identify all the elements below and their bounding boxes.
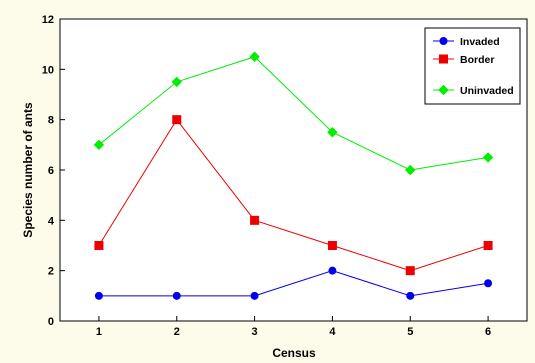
series-border	[94, 115, 493, 276]
data-point-uninvaded	[249, 51, 260, 62]
y-tick-label: 0	[48, 316, 54, 328]
data-point-invaded	[250, 291, 259, 300]
data-point-border	[94, 241, 104, 250]
data-point-uninvaded	[93, 139, 105, 151]
y-tick-label: 2	[48, 266, 54, 278]
y-tick-label: 8	[48, 115, 54, 127]
data-point-uninvaded	[482, 152, 494, 163]
x-tick-label: 3	[252, 326, 258, 338]
legend-label-border: Border	[460, 54, 494, 66]
legend-marker-invaded	[439, 37, 448, 45]
legend: Invaded Border Uninvaded	[424, 27, 521, 105]
x-tick-label: 2	[174, 326, 180, 338]
data-point-invaded	[94, 291, 103, 300]
series-invaded	[94, 266, 493, 300]
x-tick-label: 5	[407, 326, 413, 338]
data-point-invaded	[406, 291, 415, 300]
y-axis: 0 2 4 6 8 10 12	[42, 14, 65, 328]
x-axis: 1 2 3 4 5 6	[96, 316, 491, 338]
series-line-invaded	[98, 270, 489, 297]
data-point-invaded	[172, 291, 181, 300]
data-point-border	[405, 266, 415, 276]
y-tick-label: 10	[42, 64, 54, 76]
y-tick-label: 4	[48, 215, 55, 227]
series-layer	[93, 51, 494, 300]
data-point-border	[483, 241, 493, 250]
series-uninvaded	[93, 51, 494, 176]
data-point-invaded	[484, 279, 493, 288]
x-tick-label: 1	[96, 326, 102, 338]
y-tick-label: 6	[48, 165, 54, 177]
legend-marker-border	[439, 54, 448, 64]
data-point-border	[327, 241, 337, 250]
y-axis-label: Species number of ants	[21, 102, 35, 238]
x-tick-label: 4	[329, 326, 336, 338]
legend-label-uninvaded: Uninvaded	[460, 85, 514, 97]
series-line-border	[98, 118, 489, 272]
data-point-uninvaded	[327, 127, 338, 138]
y-tick-label: 12	[42, 14, 54, 26]
data-point-border	[172, 115, 182, 125]
data-point-invaded	[328, 266, 337, 275]
data-point-uninvaded	[171, 76, 182, 88]
legend-label-invaded: Invaded	[460, 36, 500, 48]
series-line-uninvaded	[98, 56, 489, 171]
x-axis-label: Census	[272, 346, 316, 360]
data-point-border	[250, 215, 260, 225]
x-tick-label: 6	[485, 326, 491, 338]
legend-marker-uninvaded	[438, 84, 449, 96]
data-point-uninvaded	[405, 164, 416, 176]
